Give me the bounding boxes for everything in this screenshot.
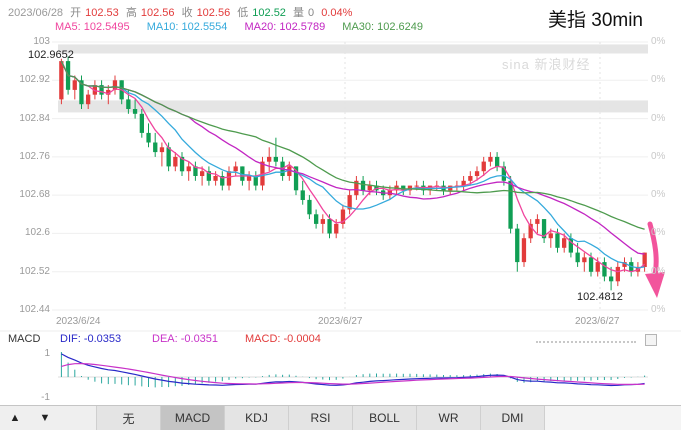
macd-value: MACD: -0.0004 (245, 333, 321, 345)
macd-y-bottom: -1 (41, 392, 50, 403)
sina-watermark: sina 新浪财经 (502, 57, 591, 72)
high-label: 高 (125, 7, 137, 19)
profile-percent-label: 0% (651, 151, 666, 162)
y-axis-label: 102.92 (19, 74, 50, 85)
tab-wr[interactable]: WR (416, 406, 480, 430)
scroll-down-button[interactable]: ▼ (39, 412, 51, 424)
high-price-annotation: 102.9652 (28, 49, 74, 61)
profile-percent-label: 0% (651, 189, 666, 200)
tab-macd[interactable]: MACD (160, 406, 224, 430)
change-percent: 0.04% (321, 7, 353, 19)
profile-percent-label: 0% (651, 113, 666, 124)
profile-percent-label: 0% (651, 74, 666, 85)
ma10-value: MA10: 102.5554 (146, 21, 228, 33)
low-label: 低 (237, 7, 249, 19)
close-label: 收 (181, 7, 193, 19)
x-axis-label-right: 2023/6/27 (575, 316, 620, 327)
tab-dmi[interactable]: DMI (480, 406, 544, 430)
tab-none[interactable]: 无 (96, 406, 160, 430)
x-axis-label-left: 2023/6/24 (56, 316, 101, 327)
volume-value: 0 (308, 7, 315, 19)
toolbar-rest (544, 406, 681, 430)
pane-resize-handle[interactable] (645, 334, 657, 346)
tab-boll[interactable]: BOLL (352, 406, 416, 430)
open-label: 开 (70, 7, 82, 19)
macd-header: MACD DIF: -0.0353 DEA: -0.0351 MACD: -0.… (0, 333, 681, 348)
y-axis-label: 102.68 (19, 189, 50, 200)
profile-percent-label: 0% (651, 36, 666, 47)
y-axis-label: 102.44 (19, 304, 50, 315)
low-price-annotation: 102.4812 (577, 291, 623, 303)
macd-panel-title: MACD (8, 333, 41, 345)
high-value: 102.56 (140, 7, 175, 19)
open-value: 102.53 (85, 7, 119, 19)
quote-date: 2023/06/28 (8, 7, 64, 19)
x-axis-label-middle: 2023/6/27 (318, 316, 363, 327)
toolbar-spacer (60, 406, 96, 430)
profile-percent-label: 0% (651, 304, 666, 315)
ma30-value: MA30: 102.6249 (342, 21, 424, 33)
y-axis-label: 102.76 (19, 151, 50, 162)
chart-title: 美指 30min (547, 10, 643, 31)
indicator-toolbar: ▲ ▼ 无 MACD KDJ RSI BOLL WR DMI (0, 405, 681, 430)
close-value: 102.56 (196, 7, 231, 19)
ma20-value: MA20: 102.5789 (244, 21, 326, 33)
low-value: 102.52 (252, 7, 286, 19)
scroll-up-button[interactable]: ▲ (9, 412, 21, 424)
quote-header: 2023/06/28 开 102.53 高 102.56 收 102.56 低 102.… (8, 4, 356, 20)
macd-y-top: 1 (44, 348, 50, 359)
tab-rsi[interactable]: RSI (288, 406, 352, 430)
tab-kdj[interactable]: KDJ (224, 406, 288, 430)
dea-value: DEA: -0.0351 (152, 333, 219, 345)
pane-divider-dots (536, 341, 636, 343)
profile-percent-label: 0% (651, 266, 666, 277)
profile-percent-label: 0% (651, 227, 666, 238)
volume-label: 量 (293, 7, 304, 19)
ma-legend: MA5: 102.5495 MA10: 102.5554 MA20: 102.5… (55, 21, 437, 33)
dif-value: DIF: -0.0353 (60, 333, 122, 345)
y-axis-label: 102.6 (24, 227, 50, 238)
y-axis-label: 102.52 (19, 266, 50, 277)
y-axis-label: 103 (33, 36, 50, 47)
y-axis-label: 102.84 (19, 113, 50, 124)
ma5-value: MA5: 102.5495 (55, 21, 130, 33)
